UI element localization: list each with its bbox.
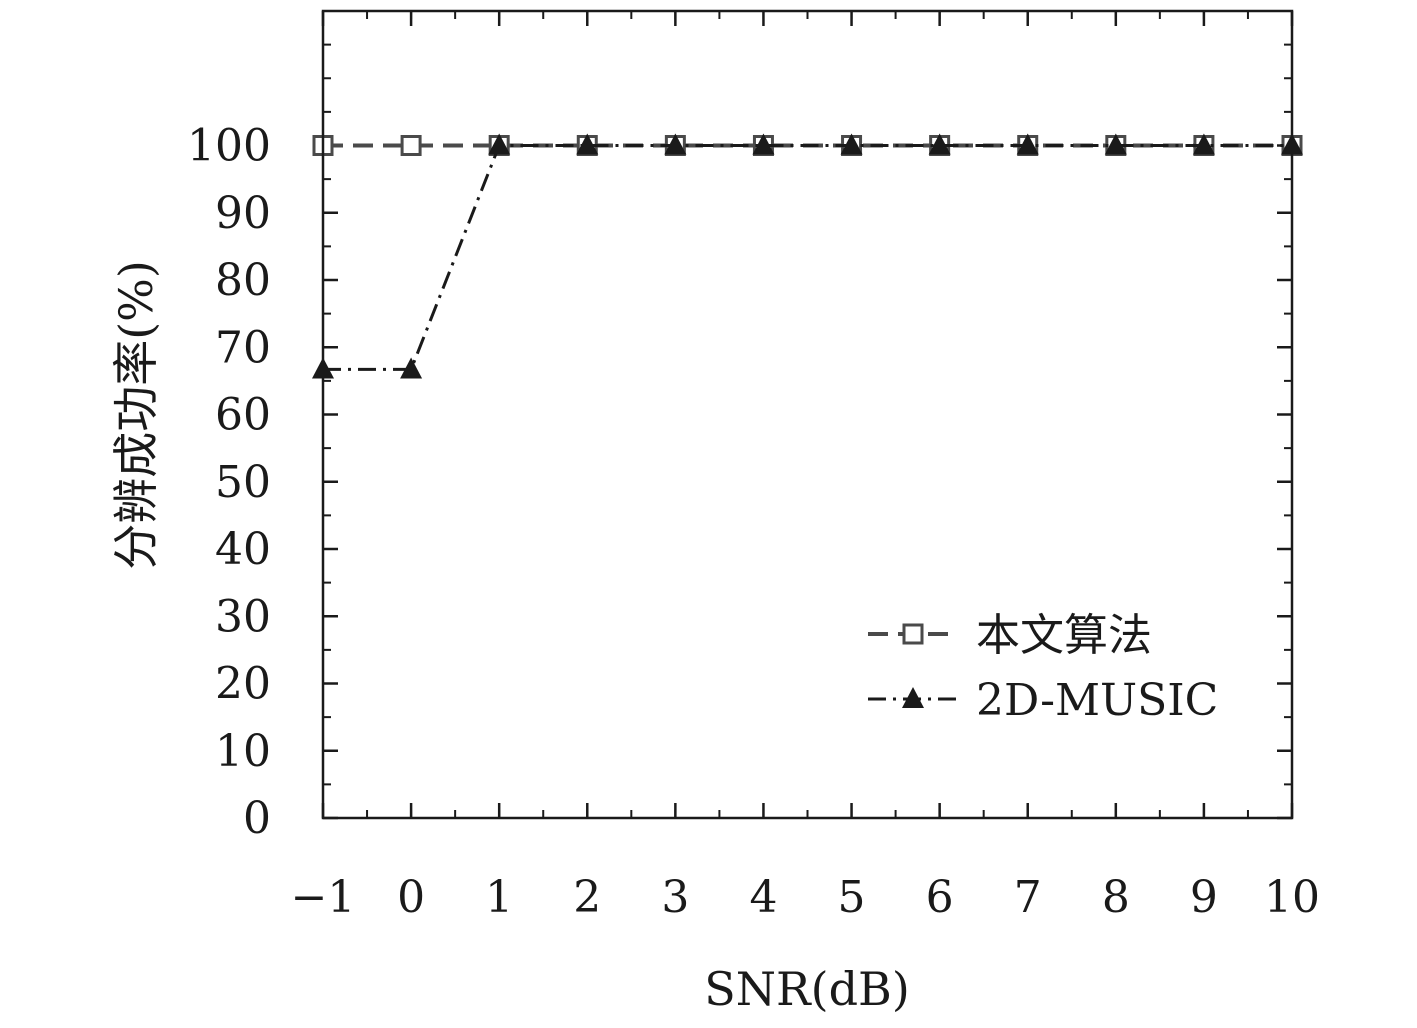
y-tick-label: 80 [215, 255, 271, 306]
x-tick-label: 5 [838, 872, 866, 923]
x-tick-label: 3 [661, 872, 689, 923]
series-2 [312, 133, 1303, 379]
data-point-series-2 [576, 133, 599, 155]
x-tick-label: 8 [1102, 872, 1130, 923]
y-tick-label: 100 [187, 121, 271, 172]
y-tick-labels: 0 10 20 30 40 50 60 70 80 90 100 [187, 121, 271, 845]
y-tick-label: 30 [215, 591, 271, 642]
data-point-series-2 [1104, 133, 1127, 155]
y-tick-label: 40 [215, 524, 271, 575]
y-tick-label: 90 [215, 188, 271, 239]
y-axis-title: 分辨成功率(%) [109, 260, 163, 570]
x-tick-label: 10 [1264, 872, 1320, 923]
x-tick-label: 0 [397, 872, 425, 923]
x-tick-label: 1 [485, 872, 513, 923]
y-tick-label: 70 [215, 322, 271, 373]
data-point-series-1 [400, 135, 422, 156]
data-point-series-2 [752, 133, 775, 155]
x-tick-label: −1 [291, 872, 356, 923]
y-tick-label: 50 [215, 457, 271, 508]
data-point-series-2 [1192, 133, 1215, 155]
y-tick-label: 60 [215, 390, 271, 441]
y-tick-label: 0 [243, 793, 271, 844]
data-point-series-2 [488, 133, 511, 155]
data-point-series-2 [1016, 133, 1039, 155]
data-point-series-2 [928, 133, 951, 155]
x-tick-label: 7 [1014, 872, 1042, 923]
data-point-series-2 [664, 133, 687, 155]
data-point-series-2 [840, 133, 863, 155]
y-tick-label: 10 [215, 726, 271, 777]
y-major-ticks [323, 144, 1292, 820]
legend-item-series-1: 本文算法 [868, 610, 1152, 661]
x-tick-label: 4 [749, 872, 777, 923]
legend: 本文算法 2D-MUSIC [868, 610, 1218, 726]
legend-label-series-2: 2D-MUSIC [976, 675, 1218, 726]
x-tick-label: 6 [926, 872, 954, 923]
y-tick-label: 20 [215, 659, 271, 710]
legend-label-series-1: 本文算法 [976, 610, 1152, 661]
legend-marker-series-1 [902, 623, 924, 645]
series-line-2 [323, 144, 1292, 371]
x-tick-label: 2 [573, 872, 601, 923]
plot-frame [321, 9, 1294, 820]
series-layer [312, 133, 1303, 379]
legend-item-series-2: 2D-MUSIC [868, 675, 1218, 726]
legend-marker-series-2 [902, 687, 924, 708]
data-point-series-2 [400, 357, 423, 379]
x-tick-labels: −1 0 1 2 3 4 5 6 7 8 9 10 [291, 872, 1320, 923]
x-tick-label: 9 [1190, 872, 1218, 923]
x-axis-title: SNR(dB) [704, 962, 910, 1016]
